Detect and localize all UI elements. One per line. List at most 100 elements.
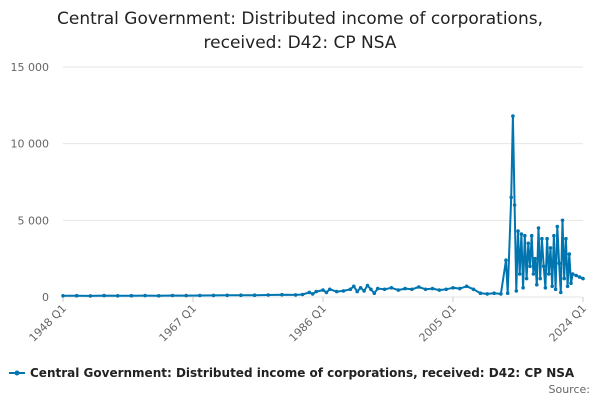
data-point[interactable] <box>547 272 551 276</box>
data-point[interactable] <box>372 291 377 296</box>
data-point[interactable] <box>517 272 522 276</box>
data-point[interactable] <box>535 282 539 287</box>
data-point[interactable] <box>553 287 558 292</box>
data-point[interactable] <box>417 285 421 289</box>
data-point[interactable] <box>129 293 134 298</box>
data-point[interactable] <box>543 286 548 290</box>
legend[interactable]: Central Government: Distributed income o… <box>9 366 575 380</box>
data-point[interactable] <box>565 284 570 289</box>
data-point[interactable] <box>358 286 363 290</box>
data-point[interactable] <box>526 241 531 246</box>
data-point[interactable] <box>225 293 229 298</box>
data-point[interactable] <box>567 252 572 256</box>
data-point[interactable] <box>102 293 106 298</box>
y-tick-label: 15 000 <box>11 61 50 74</box>
data-point[interactable] <box>382 287 387 292</box>
data-point[interactable] <box>239 293 243 298</box>
data-point[interactable] <box>564 236 568 241</box>
data-point[interactable] <box>369 287 373 292</box>
data-point[interactable] <box>545 236 549 241</box>
data-point[interactable] <box>560 218 565 223</box>
y-tick-label: 10 000 <box>11 138 50 151</box>
data-point[interactable] <box>570 272 575 276</box>
data-point[interactable] <box>505 291 510 296</box>
data-point[interactable] <box>533 256 537 261</box>
data-point[interactable] <box>307 290 312 295</box>
data-point[interactable] <box>538 276 542 281</box>
data-point[interactable] <box>569 281 573 286</box>
data-point[interactable] <box>280 292 284 297</box>
data-point[interactable] <box>324 290 329 295</box>
data-point[interactable] <box>485 292 490 296</box>
data-point[interactable] <box>577 275 582 279</box>
data-point[interactable] <box>444 287 449 292</box>
data-point[interactable] <box>509 195 513 200</box>
data-point[interactable] <box>430 286 435 291</box>
data-point[interactable] <box>540 236 544 241</box>
data-point[interactable] <box>389 286 394 290</box>
data-point[interactable] <box>529 233 534 238</box>
data-point[interactable] <box>541 264 546 269</box>
data-point[interactable] <box>74 293 79 298</box>
data-point[interactable] <box>581 276 585 281</box>
data-point[interactable] <box>557 261 561 266</box>
data-point[interactable] <box>524 276 529 281</box>
data-point[interactable] <box>528 264 532 269</box>
data-point[interactable] <box>170 293 175 298</box>
data-point[interactable] <box>396 288 401 292</box>
data-point[interactable] <box>410 287 414 292</box>
data-point[interactable] <box>184 293 188 298</box>
data-point[interactable] <box>300 292 305 297</box>
data-point[interactable] <box>574 273 578 278</box>
data-point[interactable] <box>293 293 298 297</box>
data-point[interactable] <box>334 289 339 294</box>
data-point[interactable] <box>504 258 508 263</box>
data-point[interactable] <box>252 293 257 298</box>
data-point[interactable] <box>348 287 353 292</box>
data-point[interactable] <box>464 284 469 289</box>
data-point[interactable] <box>499 292 503 296</box>
data-point[interactable] <box>321 288 325 292</box>
data-point[interactable] <box>550 284 554 289</box>
data-point[interactable] <box>211 293 216 298</box>
data-point[interactable] <box>310 292 315 296</box>
data-point[interactable] <box>512 203 517 207</box>
data-point[interactable] <box>548 246 553 250</box>
data-point[interactable] <box>552 233 556 238</box>
data-point[interactable] <box>536 226 541 230</box>
data-point[interactable] <box>403 286 407 291</box>
data-point[interactable] <box>314 289 319 294</box>
data-point[interactable] <box>143 293 147 298</box>
data-point[interactable] <box>266 293 271 297</box>
data-point[interactable] <box>521 286 525 290</box>
data-point[interactable] <box>362 289 366 293</box>
data-point[interactable] <box>437 288 442 292</box>
data-point[interactable] <box>61 294 65 298</box>
data-point[interactable] <box>458 286 462 291</box>
data-point[interactable] <box>328 287 332 292</box>
data-point[interactable] <box>514 289 519 293</box>
data-point[interactable] <box>478 291 483 296</box>
data-point[interactable] <box>471 287 476 292</box>
data-point[interactable] <box>555 224 560 229</box>
data-point[interactable] <box>355 289 360 294</box>
data-point[interactable] <box>375 286 380 291</box>
data-point[interactable] <box>523 233 527 238</box>
data-point[interactable] <box>157 294 161 298</box>
data-point[interactable] <box>352 284 356 289</box>
data-point[interactable] <box>365 283 370 288</box>
data-point[interactable] <box>531 272 536 276</box>
data-point[interactable] <box>516 229 520 233</box>
data-point[interactable] <box>423 287 428 292</box>
data-point[interactable] <box>198 293 202 298</box>
data-point[interactable] <box>492 291 496 296</box>
x-tick-label: 2024 Q1 <box>547 302 590 345</box>
data-point[interactable] <box>451 286 455 290</box>
data-point[interactable] <box>562 276 566 281</box>
data-point[interactable] <box>559 290 563 295</box>
data-point[interactable] <box>341 289 346 293</box>
data-point[interactable] <box>115 294 120 298</box>
data-point[interactable] <box>88 294 93 298</box>
data-point[interactable] <box>511 114 515 118</box>
data-point[interactable] <box>519 232 524 236</box>
